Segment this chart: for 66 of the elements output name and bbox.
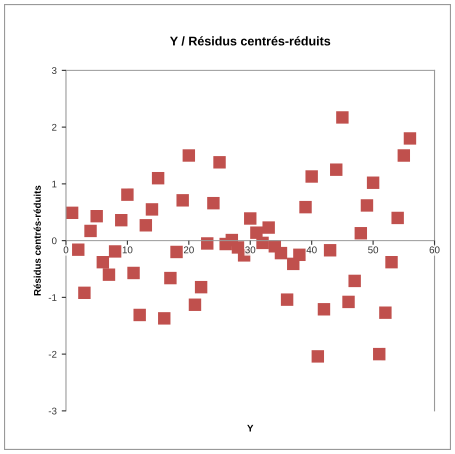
point [158,312,170,325]
point [102,268,116,281]
y-tick-label: 3 [52,67,57,74]
point [324,244,336,256]
x-tick-label: 40 [306,246,317,254]
point [250,226,263,239]
chart-title: Y / Résidus centrés-réduits [170,36,330,46]
point [207,196,220,210]
point [176,194,189,207]
point [66,206,78,220]
x-tick-label: 20 [184,246,194,254]
y-tick-label: -1 [48,294,56,301]
point [78,286,91,300]
x-tick-label: 10 [122,246,132,254]
point [366,176,380,189]
point [164,272,177,284]
point [348,274,361,288]
point [312,350,324,363]
x-tick-label: 30 [245,246,256,254]
point [262,221,275,234]
point [84,224,97,238]
x-tick-label: 0 [64,246,68,254]
point [108,245,122,258]
point [133,308,146,322]
point [244,212,256,225]
point [293,248,306,262]
point [299,200,312,214]
point [194,280,208,294]
point [280,293,294,306]
point [342,296,355,308]
point [170,246,183,258]
point [305,170,318,183]
point [188,298,202,311]
point [182,149,196,162]
point [140,219,152,232]
y-tick-label: 0 [52,237,57,244]
point [391,212,404,224]
point [404,132,416,145]
point [115,214,128,226]
y-tick-label: -2 [48,350,56,358]
point [379,306,392,319]
point [385,256,398,268]
point [72,243,84,256]
y-tick-label: 2 [52,124,56,131]
point [121,188,134,201]
point [360,199,374,212]
point [330,163,342,176]
x-tick-label: 60 [430,246,440,254]
point [336,111,349,124]
point [152,172,164,184]
point [318,303,330,316]
point [354,227,368,240]
point [398,149,410,162]
point [213,156,226,169]
point [201,237,214,250]
y-axis-title: Résidus centrés-réduits [34,186,41,296]
x-axis-title: Y [247,424,254,432]
point [90,210,103,222]
point [146,203,158,216]
point [127,266,140,280]
point [274,246,288,260]
y-tick-label: 1 [52,180,56,188]
x-tick-label: 50 [368,246,378,254]
point [96,256,110,268]
point [373,348,386,360]
y-tick-label: -3 [48,408,57,414]
